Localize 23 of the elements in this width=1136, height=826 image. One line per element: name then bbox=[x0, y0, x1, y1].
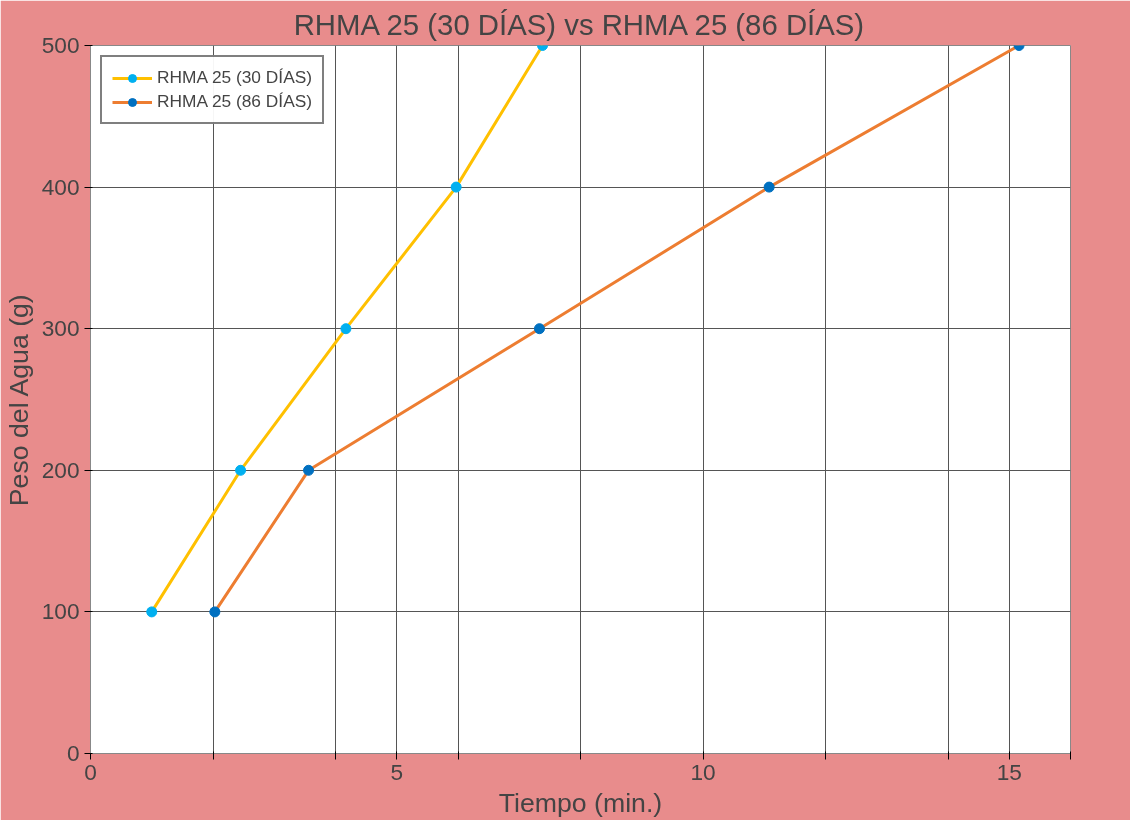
point bbox=[209, 606, 221, 618]
x-tick-label: 15 bbox=[996, 758, 1022, 785]
y-tick-label: 0 bbox=[66, 740, 80, 766]
x-axis-title: Tiempo (min.) bbox=[498, 787, 663, 818]
y-tick-label: 100 bbox=[41, 598, 80, 625]
y-tick-label: 300 bbox=[41, 315, 80, 342]
chart-title: RHMA 25 (30 DÍAS) vs RHMA 25 (86 DÍAS) bbox=[293, 7, 865, 41]
x-tick-label: 10 bbox=[690, 758, 716, 785]
y-tick-label: 500 bbox=[41, 32, 80, 58]
y-tick-label: 200 bbox=[41, 456, 80, 483]
point bbox=[450, 181, 462, 193]
x-tick-label: 5 bbox=[390, 758, 404, 785]
point bbox=[146, 606, 158, 618]
legend-label: RHMA 25 (30 DÍAS) bbox=[157, 67, 313, 88]
x-tick-label: 0 bbox=[84, 758, 97, 785]
legend-label: RHMA 25 (86 DÍAS) bbox=[157, 91, 313, 112]
point bbox=[235, 464, 247, 476]
point bbox=[340, 323, 352, 335]
point bbox=[533, 323, 545, 335]
y-axis-title: Peso del Agua (g) bbox=[3, 294, 34, 507]
point bbox=[303, 464, 315, 476]
y-tick-label: 400 bbox=[41, 173, 80, 200]
point bbox=[763, 181, 775, 193]
